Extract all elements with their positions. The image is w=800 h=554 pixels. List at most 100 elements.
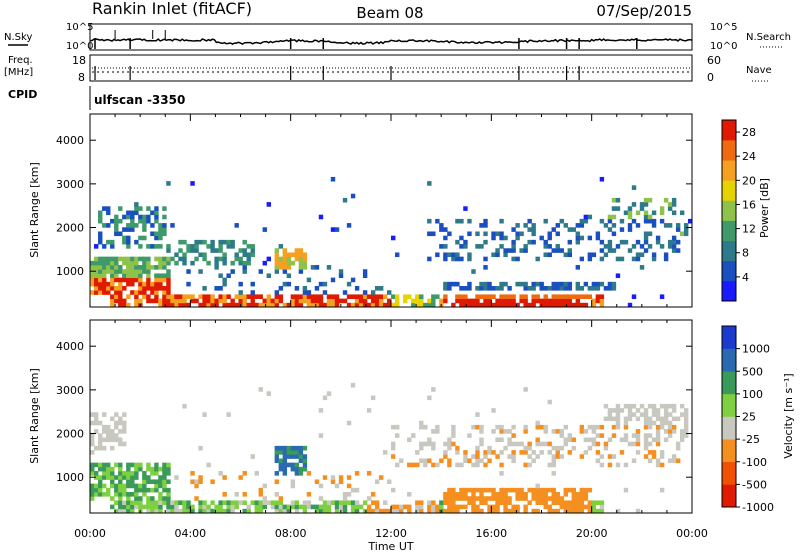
power-cell bbox=[427, 256, 432, 262]
vel-cell bbox=[607, 437, 613, 443]
power-cell bbox=[94, 260, 99, 266]
power-cell bbox=[302, 286, 308, 291]
power-cell bbox=[298, 298, 304, 304]
power-cell bbox=[627, 227, 633, 232]
vel-cell bbox=[382, 508, 388, 514]
vel-cell bbox=[222, 492, 227, 497]
vel-cell bbox=[302, 508, 308, 514]
vel-cell bbox=[587, 445, 593, 451]
vel-cell bbox=[475, 445, 480, 451]
power-cell bbox=[386, 290, 392, 295]
vel-cell bbox=[451, 504, 456, 510]
power-cell bbox=[174, 294, 179, 300]
vel-cell bbox=[170, 504, 175, 510]
vel-cell bbox=[419, 504, 424, 510]
vel-cell bbox=[166, 492, 171, 497]
vel-cell bbox=[475, 424, 480, 430]
vel-cell bbox=[599, 433, 605, 438]
vel-cell bbox=[431, 441, 436, 447]
vel-cell bbox=[110, 466, 115, 472]
colorbar-tick-label: -25 bbox=[742, 433, 760, 446]
power-cell bbox=[499, 235, 504, 241]
vel-cell bbox=[134, 500, 139, 506]
vel-cell bbox=[643, 412, 649, 417]
power-cell bbox=[98, 260, 103, 266]
vel-cell bbox=[206, 504, 211, 510]
power-cell bbox=[415, 298, 420, 304]
power-cell bbox=[126, 260, 131, 266]
power-cell bbox=[114, 273, 119, 279]
power-cell bbox=[314, 298, 320, 304]
vel-cell bbox=[511, 504, 516, 510]
power-cell bbox=[162, 214, 167, 220]
power-cell bbox=[318, 281, 324, 287]
vel-cell bbox=[527, 441, 532, 447]
power-cell bbox=[631, 218, 637, 224]
vel-cell bbox=[358, 504, 364, 510]
power-cell bbox=[266, 298, 271, 304]
power-cell bbox=[142, 265, 147, 270]
x-tick-label: 16:00 bbox=[475, 527, 507, 540]
vel-cell bbox=[274, 458, 280, 464]
vel-cell bbox=[274, 479, 280, 485]
power-cell bbox=[286, 302, 292, 308]
power-cell bbox=[503, 294, 508, 300]
vel-cell bbox=[122, 475, 127, 480]
vel-cell bbox=[423, 441, 428, 447]
power-cell bbox=[218, 286, 223, 291]
vel-cell bbox=[366, 471, 372, 476]
vel-cell bbox=[651, 437, 657, 443]
vel-cell bbox=[90, 412, 95, 417]
power-cell bbox=[483, 294, 488, 300]
vel-cell bbox=[142, 475, 147, 480]
vel-cell bbox=[122, 500, 127, 506]
power-cell bbox=[386, 298, 392, 304]
power-cell bbox=[354, 302, 360, 308]
power-cell bbox=[487, 294, 492, 300]
vel-cell bbox=[575, 492, 581, 497]
power-cell bbox=[475, 294, 480, 300]
power-cell bbox=[334, 302, 340, 308]
power-cell bbox=[226, 244, 231, 249]
power-cell bbox=[94, 244, 99, 249]
power-cell bbox=[118, 256, 123, 262]
power-cell bbox=[543, 294, 548, 300]
power-cell bbox=[611, 248, 617, 253]
vel-cell bbox=[126, 479, 131, 485]
power-cell bbox=[374, 302, 380, 308]
power-cell bbox=[483, 239, 488, 245]
power-cell bbox=[378, 298, 384, 304]
power-cell bbox=[439, 223, 444, 228]
power-cell bbox=[118, 218, 123, 224]
vel-cell bbox=[611, 424, 617, 430]
vel-cell bbox=[607, 416, 613, 422]
power-cell bbox=[587, 214, 593, 220]
vel-cell bbox=[395, 508, 400, 514]
vel-cell bbox=[507, 508, 512, 514]
vel-cell bbox=[162, 496, 167, 501]
power-cell bbox=[198, 239, 203, 245]
power-cell bbox=[166, 286, 171, 291]
vel-cell bbox=[318, 408, 324, 413]
power-cell bbox=[575, 239, 581, 245]
power-cell bbox=[491, 252, 496, 258]
vel-cell bbox=[106, 471, 111, 476]
power-cell bbox=[330, 298, 336, 304]
power-cell bbox=[639, 206, 645, 211]
vel-cell bbox=[623, 424, 629, 430]
vel-cell bbox=[210, 479, 215, 485]
power-cell bbox=[370, 294, 376, 300]
vel-cell bbox=[354, 504, 360, 510]
power-cell bbox=[483, 265, 488, 270]
vel-cell bbox=[94, 471, 99, 476]
vel-cell bbox=[431, 387, 436, 392]
power-cell bbox=[527, 239, 532, 245]
vel-cell bbox=[431, 445, 436, 451]
power-cell bbox=[306, 298, 312, 304]
power-cell bbox=[122, 277, 127, 283]
power-cell bbox=[154, 286, 159, 291]
vel-cell bbox=[487, 496, 492, 501]
vel-cell bbox=[459, 492, 464, 497]
power-cell bbox=[459, 298, 464, 304]
vel-cell bbox=[447, 462, 452, 468]
